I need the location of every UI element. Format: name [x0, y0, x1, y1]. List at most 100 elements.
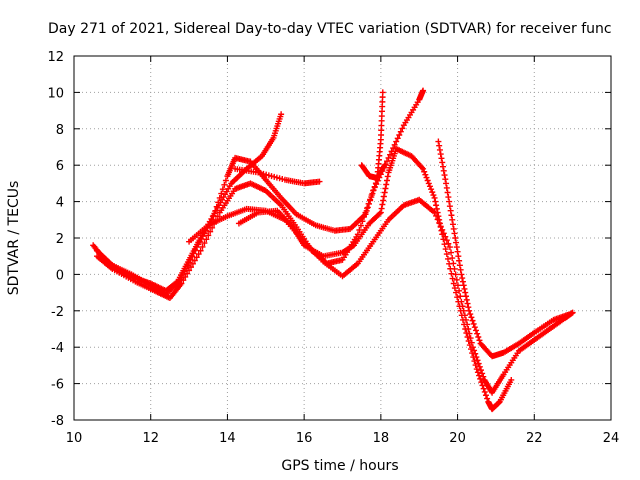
data-point: [464, 334, 471, 341]
y-tick-label: 12: [47, 50, 64, 65]
data-point: [446, 198, 453, 205]
data-point: [450, 225, 457, 232]
data-point: [457, 293, 464, 300]
data-point: [476, 372, 483, 379]
data-point: [380, 197, 387, 204]
data-point: [481, 388, 488, 395]
data-point: [439, 163, 446, 170]
data-point: [450, 280, 457, 287]
y-axis-label: SDTVAR / TECUs: [6, 181, 22, 296]
data-point: [453, 239, 460, 246]
data-point: [458, 312, 465, 319]
data-point: [421, 168, 428, 175]
data-point: [451, 230, 458, 237]
data-point: [445, 194, 452, 201]
data-point: [459, 275, 466, 282]
x-tick-label: 10: [66, 431, 83, 446]
data-point: [453, 244, 460, 251]
data-point: [458, 271, 465, 278]
data-point: [360, 213, 367, 220]
data-point: [466, 342, 473, 349]
data-point: [469, 350, 476, 357]
data-point: [457, 307, 464, 314]
data-point: [187, 264, 194, 271]
data-point: [471, 324, 478, 331]
data-point: [441, 172, 448, 179]
data-point: [467, 346, 474, 353]
data-point: [362, 209, 369, 216]
data-point: [180, 277, 187, 284]
data-point: [387, 151, 394, 158]
data-point: [210, 212, 217, 219]
data-point: [449, 216, 456, 223]
data-point: [380, 163, 387, 170]
series-track-3: [94, 87, 427, 302]
data-point: [186, 267, 193, 274]
data-point: [192, 247, 199, 254]
data-point: [448, 212, 455, 219]
data-point: [212, 208, 219, 215]
data-point: [397, 128, 404, 135]
data-point: [470, 354, 477, 361]
data-point: [452, 271, 459, 278]
data-point: [467, 311, 474, 318]
data-point: [480, 385, 487, 392]
data-point: [461, 285, 468, 292]
y-tick-label: -8: [51, 414, 64, 429]
data-point: [472, 362, 479, 369]
x-tick-label: 12: [142, 431, 159, 446]
data-point: [456, 303, 463, 310]
data-point: [183, 265, 190, 272]
data-point: [472, 327, 479, 334]
data-point: [201, 240, 208, 247]
data-point: [469, 317, 476, 324]
data-point: [222, 177, 229, 184]
axis-ticks: [73, 55, 612, 421]
chart-title: Day 271 of 2021, Sidereal Day-to-day VTE…: [48, 21, 612, 37]
data-point: [426, 183, 433, 190]
data-point: [443, 251, 450, 258]
data-point: [459, 278, 466, 285]
data-point: [396, 131, 403, 138]
data-point: [459, 316, 466, 323]
data-point: [197, 247, 204, 254]
data-point: [383, 177, 390, 184]
data-point: [446, 203, 453, 210]
data-point: [205, 232, 212, 239]
data-point: [462, 289, 469, 296]
data-point: [189, 253, 196, 260]
data-point: [476, 363, 483, 370]
data-point: [370, 187, 377, 194]
data-point: [432, 198, 439, 205]
data-point: [444, 255, 451, 262]
data-point: [436, 216, 443, 223]
y-tick-label: 6: [56, 159, 64, 174]
data-point: [442, 176, 449, 183]
data-point: [475, 334, 482, 341]
data-point: [475, 360, 482, 367]
data-point: [379, 89, 386, 96]
data-point: [368, 192, 375, 199]
data-point: [454, 294, 461, 301]
data-point: [384, 173, 391, 180]
data-point: [456, 257, 463, 264]
data-point: [446, 260, 453, 267]
grid: [74, 56, 611, 420]
data-point: [460, 282, 467, 289]
data-point: [394, 135, 401, 142]
data-point: [436, 220, 443, 227]
x-axis-label: GPS time / hours: [281, 458, 398, 474]
data-point: [420, 165, 427, 172]
data-point: [463, 293, 470, 300]
data-point: [425, 180, 432, 187]
x-tick-label: 16: [296, 431, 313, 446]
x-tick-labels: 10 12 14 16 18 20 22 24: [66, 431, 620, 446]
series-track-7: [358, 162, 388, 181]
data-point: [484, 395, 491, 402]
y-tick-labels: -8 -6 -4 -2 0 2 4 6 8 10 12: [47, 50, 64, 429]
y-tick-label: 0: [56, 268, 64, 283]
data-point: [430, 192, 437, 199]
data-point: [474, 369, 481, 376]
data-point: [356, 226, 363, 233]
